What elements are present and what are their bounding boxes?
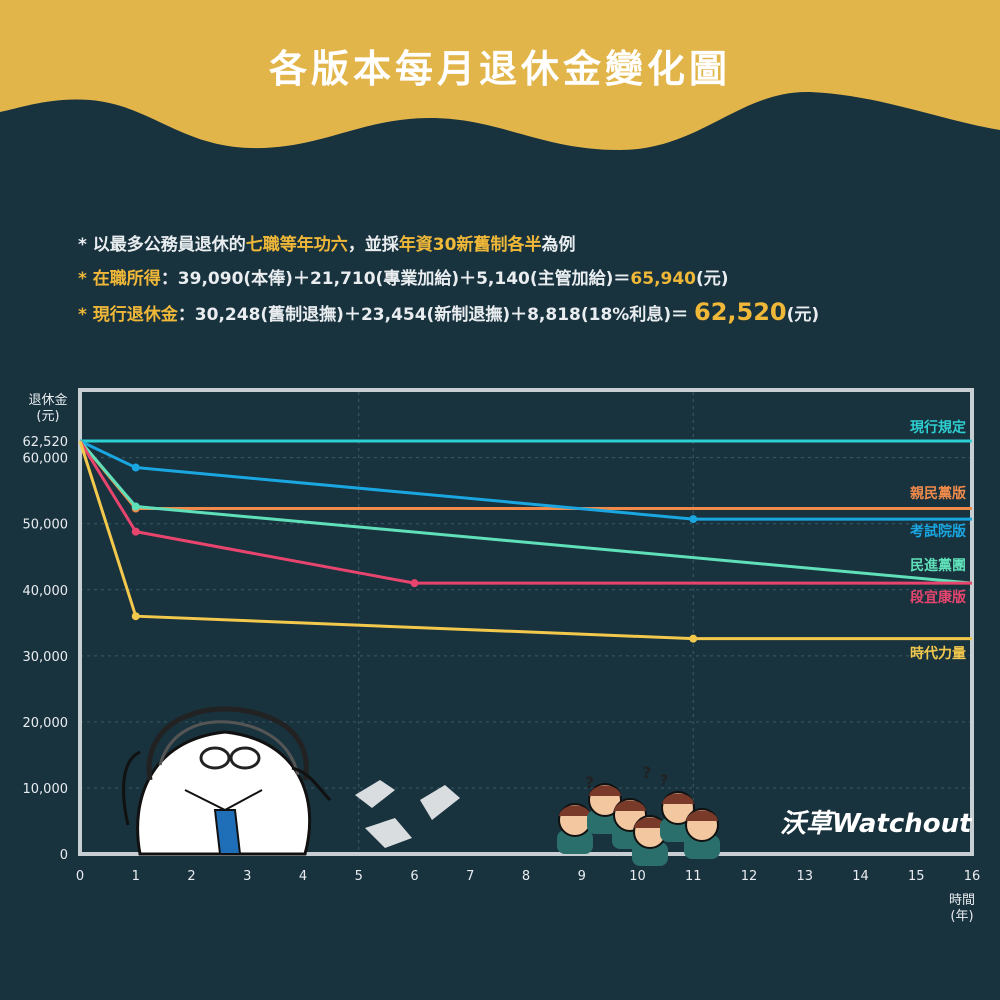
x-tick-label: 1 bbox=[132, 869, 140, 884]
x-tick-label: 13 bbox=[796, 869, 813, 884]
y-tick-label: 60,000 bbox=[23, 452, 69, 467]
x-tick-label: 15 bbox=[908, 869, 925, 884]
x-axis-title: 時間(年) bbox=[949, 893, 975, 924]
flying-papers-icon bbox=[355, 780, 460, 848]
cartoon-official bbox=[122, 706, 332, 856]
note-pension-total: 62,520 bbox=[694, 298, 787, 326]
y-tick-label: 62,520 bbox=[23, 435, 69, 450]
confused-crowd-icon: ? ? ? bbox=[557, 763, 720, 866]
series-line bbox=[78, 440, 973, 585]
plot-frame bbox=[78, 388, 974, 856]
series-label: 親民黨版 bbox=[910, 485, 966, 502]
pension-line-chart: 0 10,000 20,000 30,000 40,000 50,000 60,000 62,… bbox=[23, 388, 981, 924]
series-marker bbox=[410, 579, 419, 588]
x-tick-label: 0 bbox=[76, 869, 84, 884]
x-tick-label: 12 bbox=[741, 869, 758, 884]
note-highlight-seniority: 年資30新舊制各半 bbox=[398, 235, 542, 255]
series-line bbox=[78, 440, 972, 641]
x-tick-label: 8 bbox=[522, 869, 530, 884]
chart-axes: 0 10,000 20,000 30,000 40,000 50,000 60,000 62,… bbox=[23, 392, 981, 924]
x-tick-label: 7 bbox=[466, 869, 474, 884]
y-tick-label: 20,000 bbox=[23, 716, 69, 731]
note-current-income: * 在職所得：39,090(本俸)＋21,710(專業加給)＋5,140(主管加… bbox=[78, 269, 729, 289]
note-current-pension: * 現行退休金：30,248(舊制退撫)＋23,454(新制退撫)＋8,818(… bbox=[78, 298, 820, 326]
x-tick-label: 10 bbox=[629, 869, 646, 884]
chart-lines bbox=[78, 439, 973, 643]
x-tick-label: 2 bbox=[187, 869, 195, 884]
watchout-logo: 沃草Watchout bbox=[780, 809, 973, 839]
series-marker bbox=[131, 527, 140, 536]
x-tick-label: 6 bbox=[410, 869, 418, 884]
banner-wave bbox=[0, 0, 1000, 150]
y-tick-label: 50,000 bbox=[23, 518, 69, 533]
series-line bbox=[79, 439, 972, 521]
series-marker bbox=[131, 612, 140, 621]
series-label: 考試院版 bbox=[910, 523, 966, 540]
x-tick-label: 14 bbox=[852, 869, 869, 884]
x-tick-label: 3 bbox=[243, 869, 251, 884]
x-tick-label: 16 bbox=[964, 869, 981, 884]
y-tick-label: 10,000 bbox=[23, 782, 69, 797]
y-tick-label: 30,000 bbox=[23, 650, 69, 665]
svg-text:?: ? bbox=[642, 763, 651, 782]
series-marker bbox=[131, 502, 140, 511]
page-title: 各版本每月退休金變化圖 bbox=[268, 47, 731, 91]
series-marker bbox=[131, 463, 140, 472]
x-tick-label: 5 bbox=[355, 869, 363, 884]
note-pension-label: * 現行退休金 bbox=[78, 305, 178, 325]
y-axis-title: 退休金(元) bbox=[28, 392, 67, 424]
series-label: 時代力量 bbox=[910, 645, 966, 662]
note-example: * 以最多公務員退休的七職等年功六，並採年資30新舊制各半為例 bbox=[78, 235, 576, 255]
svg-text:?: ? bbox=[660, 773, 668, 789]
series-marker bbox=[689, 515, 698, 524]
series-label: 段宜康版 bbox=[910, 589, 966, 606]
series-line bbox=[78, 440, 972, 585]
x-tick-label: 11 bbox=[685, 869, 702, 884]
note-highlight-grade: 七職等年功六 bbox=[245, 235, 348, 255]
note-income-total: 65,940 bbox=[630, 269, 697, 289]
y-tick-label: 40,000 bbox=[23, 584, 69, 599]
x-tick-label: 9 bbox=[578, 869, 586, 884]
svg-text:?: ? bbox=[585, 773, 594, 792]
series-label: 現行規定 bbox=[910, 419, 966, 436]
x-tick-label: 4 bbox=[299, 869, 307, 884]
y-tick-label: 0 bbox=[60, 848, 68, 863]
note-income-label: * 在職所得 bbox=[78, 269, 161, 289]
series-label: 民進黨團 bbox=[910, 557, 966, 574]
title-banner bbox=[0, 0, 1000, 150]
series-marker bbox=[689, 634, 698, 643]
